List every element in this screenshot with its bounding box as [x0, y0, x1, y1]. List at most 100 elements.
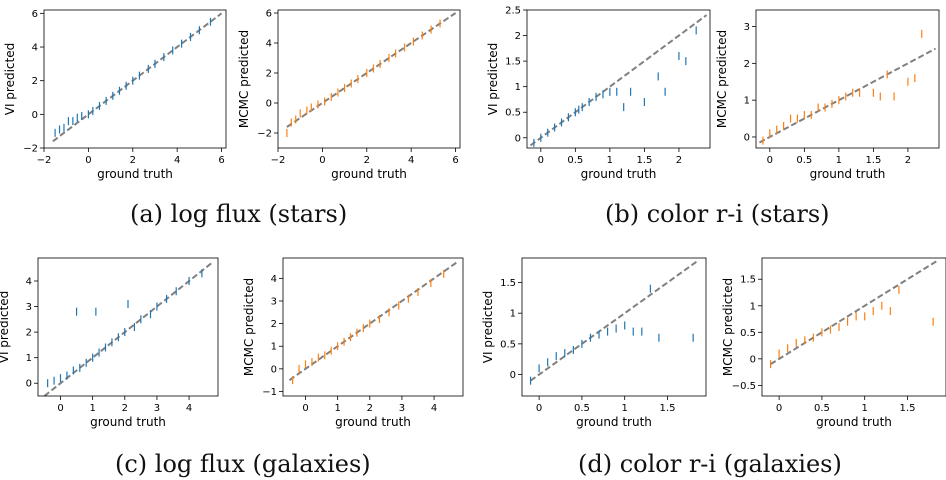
chart-a-vi: −2 0 2 4 6 −2 0 2 4 6 ground truth VI predicted	[3, 9, 227, 181]
y-tick-label: 6	[32, 9, 38, 20]
y-tick-label: 4	[266, 39, 272, 50]
y-axis-label: VI predicted	[0, 291, 11, 364]
x-axis-label: ground truth	[581, 167, 657, 181]
y-tick-label: 6	[266, 9, 272, 20]
y-tick-label: 0	[744, 132, 750, 143]
y-tick-label: 4	[26, 277, 32, 288]
diagonal-line	[43, 262, 213, 397]
x-tick-label: 0	[538, 155, 544, 166]
y-tick-label: 0.5	[740, 328, 756, 339]
plot-frame	[761, 257, 946, 397]
y-tick-label: 1.5	[505, 57, 521, 68]
plot-frame	[282, 257, 464, 397]
caption-d: (d) color r-i (galaxies)	[578, 450, 842, 478]
chart-b-vi: 0 0.5 1 1.5 2 0 0.5 1 1.5 2 2.5 ground truth VI pred…	[486, 6, 711, 181]
y-tick-label: 4	[32, 43, 38, 54]
plot-frame	[43, 9, 227, 149]
y-tick-label: 2	[744, 59, 750, 70]
x-tick-label: 2	[905, 155, 911, 166]
y-tick-label: 0.5	[500, 339, 516, 350]
x-tick-label: 1	[89, 403, 95, 414]
x-tick-label: 3	[399, 403, 405, 414]
y-tick-label: −0.5	[732, 381, 756, 392]
plot-frame	[526, 9, 711, 149]
y-axis-label: MCMC predicted	[242, 278, 256, 376]
y-tick-label: 2	[26, 328, 32, 339]
x-tick-label: 1	[622, 403, 628, 414]
chart-a-mcmc: −2 0 2 4 6 −2 0 2 4 6 ground truth MCMC predicted	[237, 9, 461, 181]
y-tick-label: 0	[26, 379, 32, 390]
x-tick-label: 2	[676, 155, 682, 166]
y-tick-label: 3	[271, 296, 277, 307]
x-tick-label: 0.5	[567, 155, 583, 166]
y-tick-label: 1	[750, 301, 756, 312]
y-tick-label: 1.5	[500, 278, 516, 289]
plot-frame	[521, 257, 707, 397]
x-tick-label: 4	[186, 403, 192, 414]
y-tick-label: 0	[510, 370, 516, 381]
x-tick-label: 6	[218, 155, 224, 166]
y-axis-label: MCMC predicted	[237, 30, 251, 128]
chart-d-vi: 0 0.5 1 1.5 0 0.5 1 1.5 ground truth VI predicted	[481, 257, 707, 429]
y-axis-label: MCMC predicted	[721, 278, 735, 376]
x-axis-label: ground truth	[331, 167, 407, 181]
y-axis-label: VI predicted	[3, 43, 17, 116]
diagonal-line	[770, 259, 938, 366]
x-tick-label: 1	[607, 155, 613, 166]
diagonal-line	[758, 47, 937, 144]
plot-frame	[277, 9, 461, 149]
x-tick-label: −2	[271, 155, 286, 166]
y-tick-label: 0	[515, 133, 521, 144]
x-tick-label: 0	[319, 155, 325, 166]
plot-frame	[755, 9, 940, 149]
y-tick-label: 2	[32, 76, 38, 87]
y-tick-label: 1	[510, 309, 516, 320]
x-tick-label: 2	[130, 155, 136, 166]
x-axis-label: ground truth	[335, 415, 411, 429]
x-tick-label: 0	[776, 403, 782, 414]
x-axis-label: ground truth	[97, 167, 173, 181]
x-axis-label: ground truth	[816, 415, 892, 429]
chart-c-mcmc: 0 1 2 3 4 −1 0 1 2 3 4 ground truth MCMC predicted	[242, 257, 464, 429]
x-tick-label: 0	[302, 403, 308, 414]
x-tick-label: 1.5	[900, 403, 916, 414]
diagonal-line	[288, 261, 458, 381]
x-tick-label: 0.5	[814, 403, 830, 414]
y-tick-label: 1	[744, 96, 750, 107]
x-tick-label: 1	[836, 155, 842, 166]
x-axis-label: ground truth	[576, 415, 652, 429]
y-tick-label: 2	[515, 31, 521, 42]
caption-c: (c) log flux (galaxies)	[115, 450, 371, 478]
x-axis-label: ground truth	[810, 167, 886, 181]
x-tick-label: 4	[174, 155, 180, 166]
y-tick-label: 1	[271, 342, 277, 353]
x-tick-label: 0	[536, 403, 542, 414]
x-tick-label: 1	[334, 403, 340, 414]
y-axis-label: MCMC predicted	[715, 30, 729, 128]
y-tick-label: −2	[257, 129, 272, 140]
y-tick-label: 2.5	[505, 6, 521, 17]
x-tick-label: −2	[37, 155, 52, 166]
x-tick-label: 2	[122, 403, 128, 414]
y-tick-label: 1	[26, 353, 32, 364]
diagonal-line	[529, 14, 708, 147]
x-tick-label: 1.5	[636, 155, 652, 166]
x-tick-label: 4	[431, 403, 437, 414]
x-tick-label: 1.5	[660, 403, 676, 414]
chart-b-mcmc: 0 0.5 1 1.5 2 0 1 2 3 ground truth MCMC predicted	[715, 9, 940, 181]
plot-frame	[37, 257, 219, 397]
x-tick-label: 0.5	[574, 403, 590, 414]
y-tick-label: −2	[23, 144, 38, 155]
x-tick-label: 0	[85, 155, 91, 166]
x-tick-label: 0	[57, 403, 63, 414]
x-axis-label: ground truth	[90, 415, 166, 429]
x-tick-label: 0	[767, 155, 773, 166]
diagonal-line	[529, 260, 699, 382]
y-tick-label: 0	[266, 99, 272, 110]
x-tick-label: 2	[364, 155, 370, 166]
caption-b: (b) color r-i (stars)	[605, 200, 830, 228]
chart-d-mcmc: 0 0.5 1 1.5 −0.5 0 0.5 1 1.5 ground truth MCMC pre…	[721, 257, 946, 429]
y-tick-label: 0	[750, 354, 756, 365]
y-tick-label: 2	[266, 69, 272, 80]
